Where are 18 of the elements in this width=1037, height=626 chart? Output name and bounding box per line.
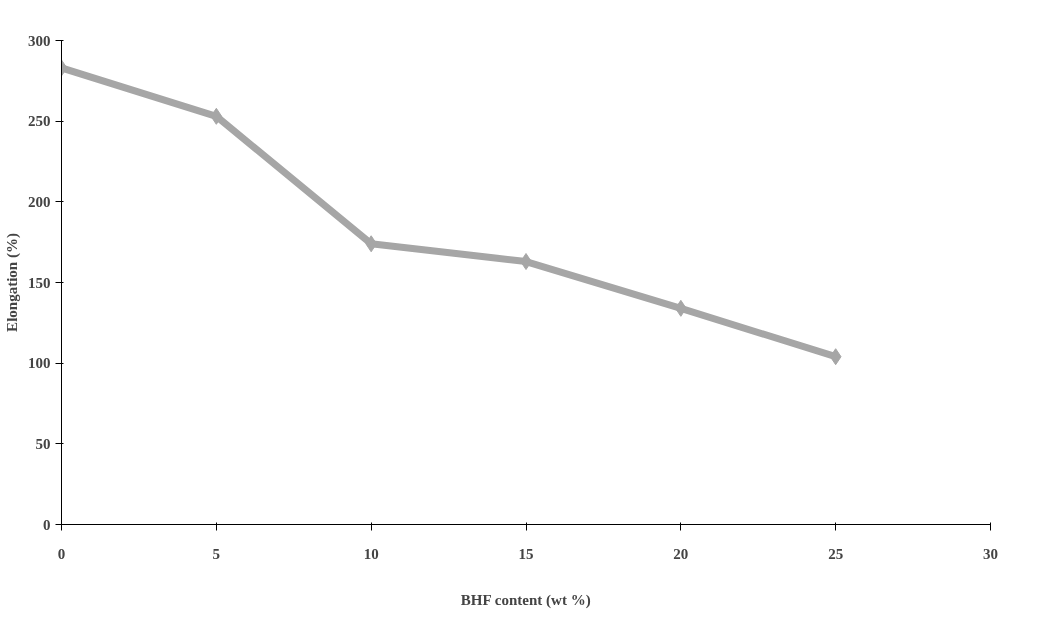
x-tick-label: 20 <box>673 545 689 562</box>
y-tick-label: 0 <box>43 516 51 533</box>
y-tick-label: 150 <box>28 274 51 291</box>
x-tick-label: 5 <box>212 545 221 562</box>
y-tick-label: 300 <box>28 32 51 49</box>
x-tick-label: 10 <box>363 545 379 562</box>
x-tick-label: 0 <box>57 545 66 562</box>
y-tick-label: 200 <box>28 193 51 210</box>
point <box>829 348 842 366</box>
y-tick-label: 100 <box>28 355 51 372</box>
y-axis-title: Elongation (%) <box>4 233 21 332</box>
x-axis-title: BHF content (wt %) <box>460 591 591 609</box>
x-tick-label: 30 <box>983 545 998 562</box>
y-tick-label: 250 <box>28 113 51 130</box>
y-tick-label: 50 <box>35 435 51 452</box>
point <box>210 107 223 125</box>
x-tick-label: 25 <box>828 545 844 562</box>
x-tick-label: 15 <box>518 545 534 562</box>
